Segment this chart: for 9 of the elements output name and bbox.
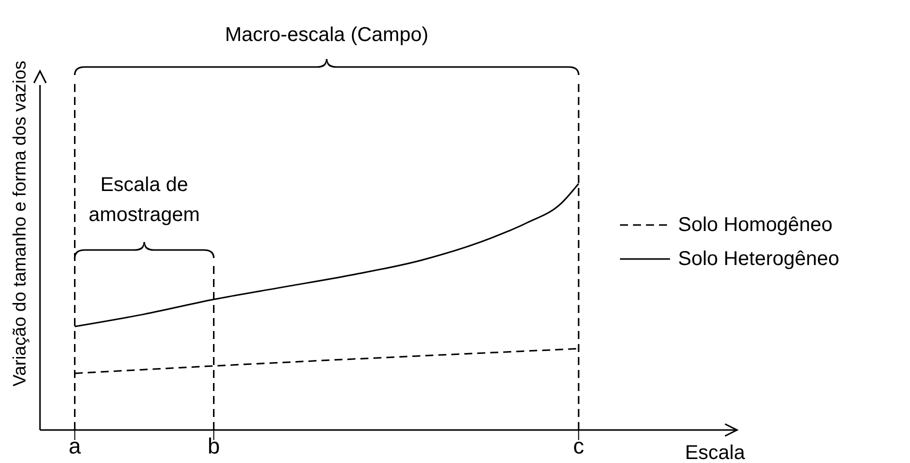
y-axis-title: Variação do tamanho e forma dos vazios [10, 60, 30, 388]
x-tick-label: a [68, 434, 82, 459]
annotation: Escala de amostragem [88, 173, 201, 228]
text: Macro-escala (Campo) [224, 23, 430, 48]
legend-label: Solo Heterogêneo [678, 247, 840, 272]
x-axis-title: Escala [684, 442, 745, 463]
x-tick-label: c [573, 434, 584, 459]
legend-label: Solo Homogêneo [678, 213, 833, 238]
x-tick-label: b [208, 434, 220, 459]
